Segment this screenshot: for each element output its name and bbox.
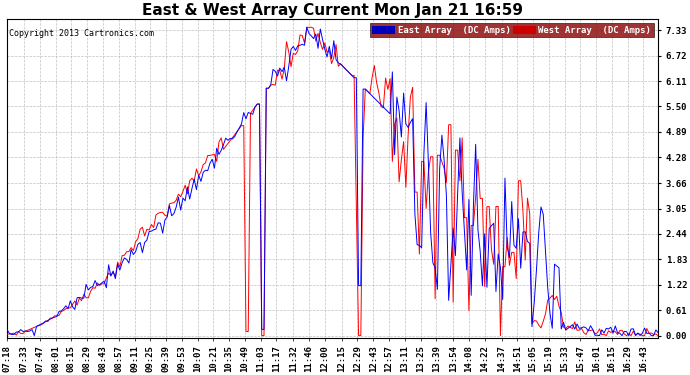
Text: Copyright 2013 Cartronics.com: Copyright 2013 Cartronics.com [8, 28, 154, 38]
Legend: East Array  (DC Amps), West Array  (DC Amps): East Array (DC Amps), West Array (DC Amp… [370, 24, 653, 37]
Title: East & West Array Current Mon Jan 21 16:59: East & West Array Current Mon Jan 21 16:… [142, 3, 523, 18]
